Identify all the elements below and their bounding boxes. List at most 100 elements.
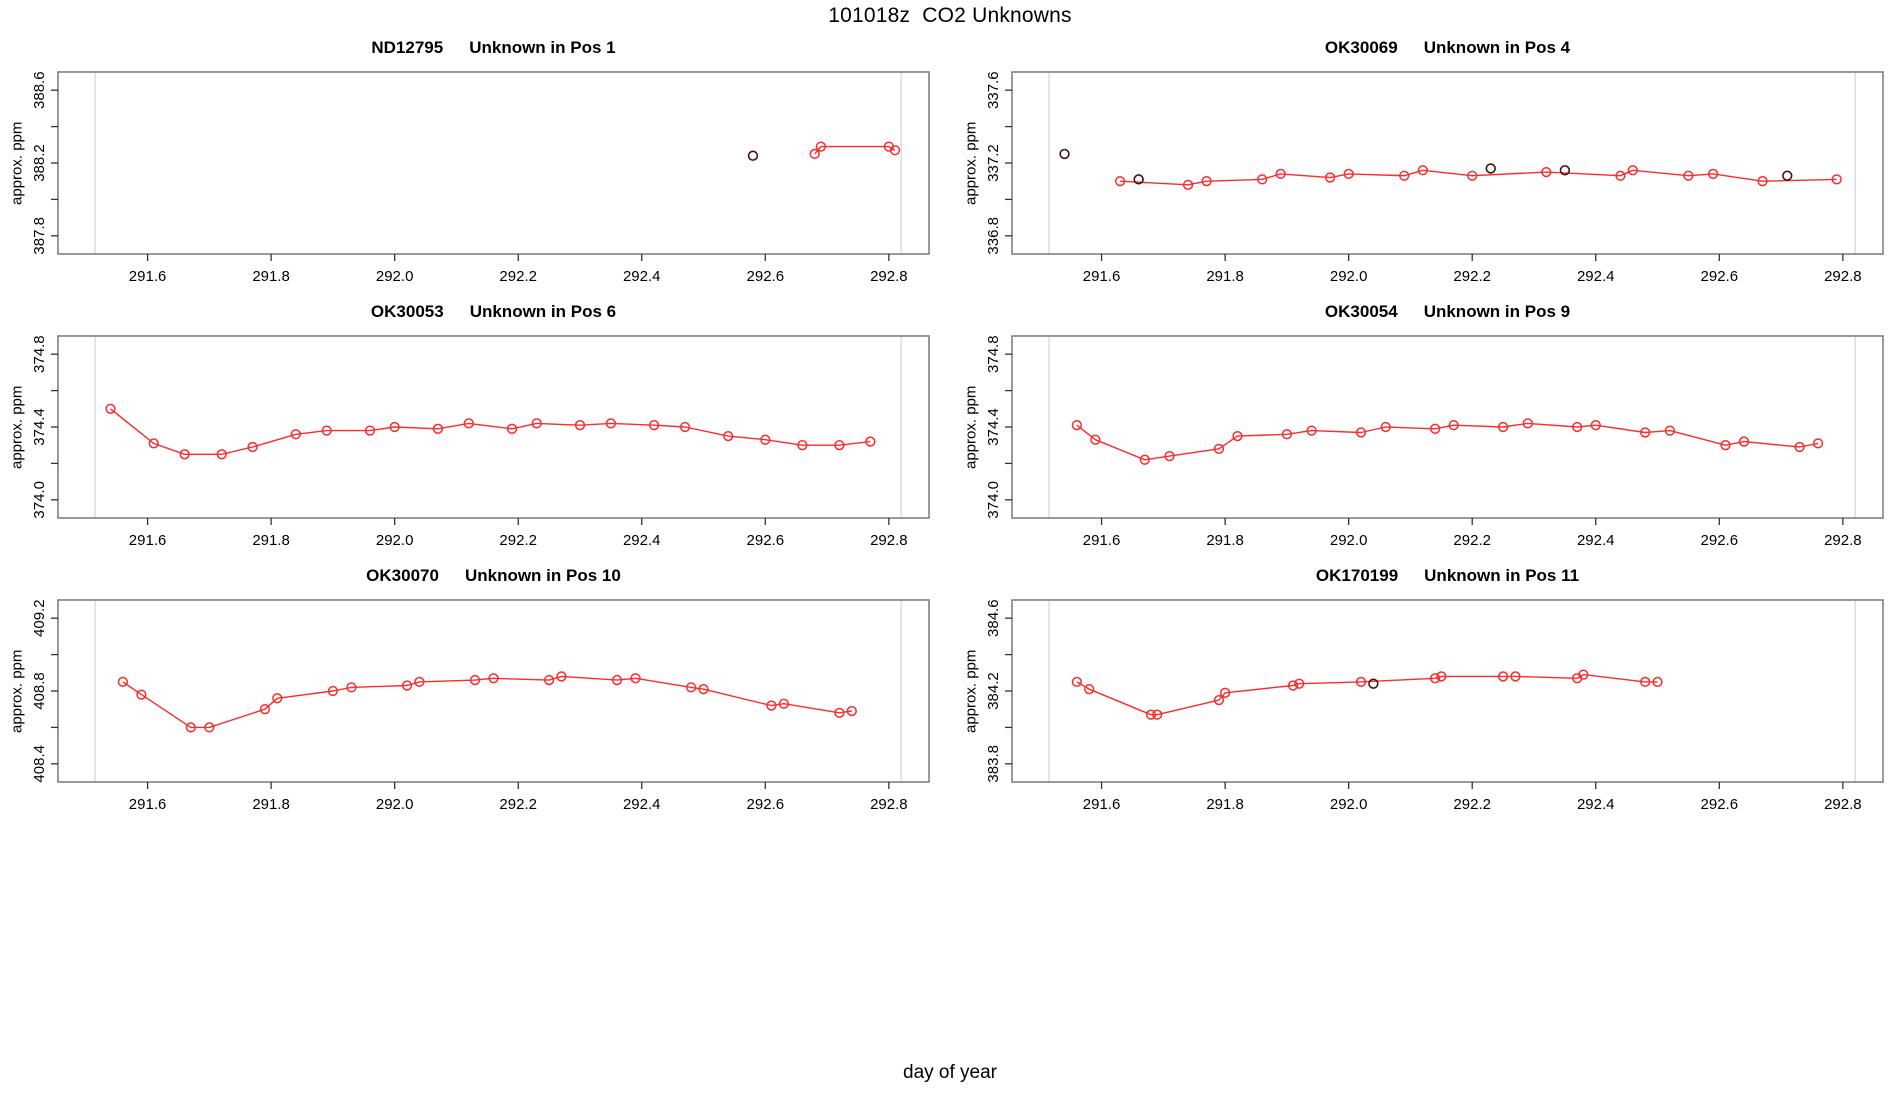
black-data-point	[1059, 148, 1070, 160]
red-data-point	[1720, 440, 1731, 451]
red-data-point	[723, 430, 734, 442]
red-data-point	[469, 674, 481, 686]
x-tick-label: 292.8	[870, 796, 908, 813]
x-tick-label: 292.2	[1453, 532, 1491, 549]
red-data-point	[1497, 421, 1509, 433]
red-series-line	[1120, 169, 1837, 186]
red-data-point	[1436, 671, 1447, 682]
x-tick-label: 292.2	[1453, 268, 1491, 285]
red-data-point	[815, 141, 827, 152]
red-data-point	[1794, 441, 1805, 453]
red-data-point	[1213, 694, 1225, 706]
red-data-point	[1429, 673, 1441, 684]
panel-subtitle: Unknown in Pos 9	[1423, 302, 1571, 321]
panel-subtitle: Unknown in Pos 6	[469, 302, 617, 321]
red-data-point	[766, 700, 777, 711]
red-data-point	[1114, 176, 1126, 187]
red-data-point	[889, 145, 901, 156]
red-data-point	[1219, 687, 1231, 698]
y-tick-label: 374.8	[985, 335, 1002, 373]
red-data-point	[1627, 165, 1638, 176]
sample-id: OK30053	[370, 302, 444, 321]
red-data-point	[543, 674, 555, 686]
red-data-point	[401, 680, 413, 691]
red-data-point	[1467, 170, 1478, 181]
x-tick-label: 292.6	[747, 796, 785, 813]
red-data-point	[1615, 170, 1626, 181]
red-data-point	[259, 704, 271, 715]
x-tick-label: 292.6	[1701, 532, 1739, 549]
sample-id: OK30069	[1324, 38, 1398, 57]
red-data-point	[574, 420, 586, 431]
red-series-line	[814, 145, 896, 155]
red-data-point	[1201, 176, 1212, 187]
red-data-point	[1683, 170, 1694, 181]
x-tick-label: 292.8	[1824, 796, 1862, 813]
panel-title-pos11: OK170199 Unknown in Pos 11	[1012, 566, 1883, 586]
red-data-point	[1640, 427, 1651, 438]
panel-subtitle: Unknown in Pos 10	[464, 566, 621, 585]
y-tick-label: 374.4	[31, 408, 48, 446]
red-data-point	[1090, 434, 1101, 445]
red-data-point	[679, 421, 691, 433]
x-tick-label: 291.8	[1206, 796, 1244, 813]
y-tick-label: 374.0	[985, 481, 1002, 519]
red-data-point	[1275, 168, 1286, 180]
red-data-point	[611, 674, 623, 686]
red-data-point	[204, 722, 215, 733]
red-data-point	[105, 403, 116, 414]
y-tick-label: 408.4	[31, 745, 48, 783]
sample-id: ND12795	[371, 38, 444, 57]
x-tick-label: 292.0	[1330, 268, 1368, 285]
y-tick-label: 388.2	[31, 144, 48, 182]
panel-subtitle: Unknown in Pos 4	[1423, 38, 1571, 57]
red-data-point	[630, 673, 641, 684]
red-data-point	[1707, 168, 1719, 180]
red-data-point	[1640, 676, 1651, 688]
black-data-point	[747, 150, 759, 161]
red-data-point	[531, 418, 542, 429]
black-data-point	[1368, 678, 1379, 689]
red-data-point	[1071, 676, 1083, 688]
black-data-point	[1133, 174, 1144, 185]
x-tick-label: 291.6	[1083, 268, 1121, 285]
red-data-point	[1213, 443, 1225, 454]
x-tick-label: 292.8	[870, 532, 908, 549]
y-tick-label: 383.8	[985, 745, 1002, 783]
red-data-point	[1590, 420, 1601, 431]
red-data-point	[272, 693, 283, 704]
x-tick-label: 291.8	[252, 796, 290, 813]
y-tick-label: 408.8	[31, 672, 48, 710]
panel-title-pos4: OK30069 Unknown in Pos 4	[1012, 38, 1883, 58]
y-tick-label: 337.6	[985, 71, 1002, 109]
y-tick-label: 409.2	[31, 599, 48, 637]
red-data-point	[1343, 168, 1354, 180]
red-data-point	[1738, 436, 1750, 447]
x-tick-label: 291.8	[1206, 268, 1244, 285]
panel-subtitle: Unknown in Pos 1	[469, 38, 616, 57]
red-data-point	[321, 425, 332, 436]
red-data-point	[506, 423, 518, 434]
red-data-point	[865, 436, 876, 447]
y-tick-label: 374.4	[985, 408, 1002, 446]
red-series-line	[1076, 422, 1819, 461]
x-tick-label: 292.4	[623, 532, 661, 549]
red-data-point	[389, 421, 400, 433]
red-data-point	[117, 676, 129, 688]
red-data-point	[1578, 669, 1589, 680]
red-data-point	[414, 676, 425, 688]
panel-title-pos1: ND12795 Unknown in Pos 1	[58, 38, 929, 58]
x-tick-label: 291.6	[129, 796, 167, 813]
red-data-point	[1831, 174, 1842, 185]
red-data-point	[1355, 676, 1367, 688]
red-data-point	[556, 671, 567, 682]
red-data-point	[1152, 709, 1163, 720]
panel-plot-pos4: 291.6 291.8 292.0 292.2 292.4 292.6 292.8 336.8…	[985, 71, 1884, 285]
red-data-point	[1380, 421, 1391, 433]
sample-id: OK30054	[1324, 302, 1398, 321]
red-data-point	[346, 682, 357, 693]
x-tick-label: 292.2	[499, 268, 537, 285]
red-data-point	[686, 682, 697, 693]
red-data-point	[1497, 671, 1509, 682]
x-tick-label: 291.8	[252, 532, 290, 549]
